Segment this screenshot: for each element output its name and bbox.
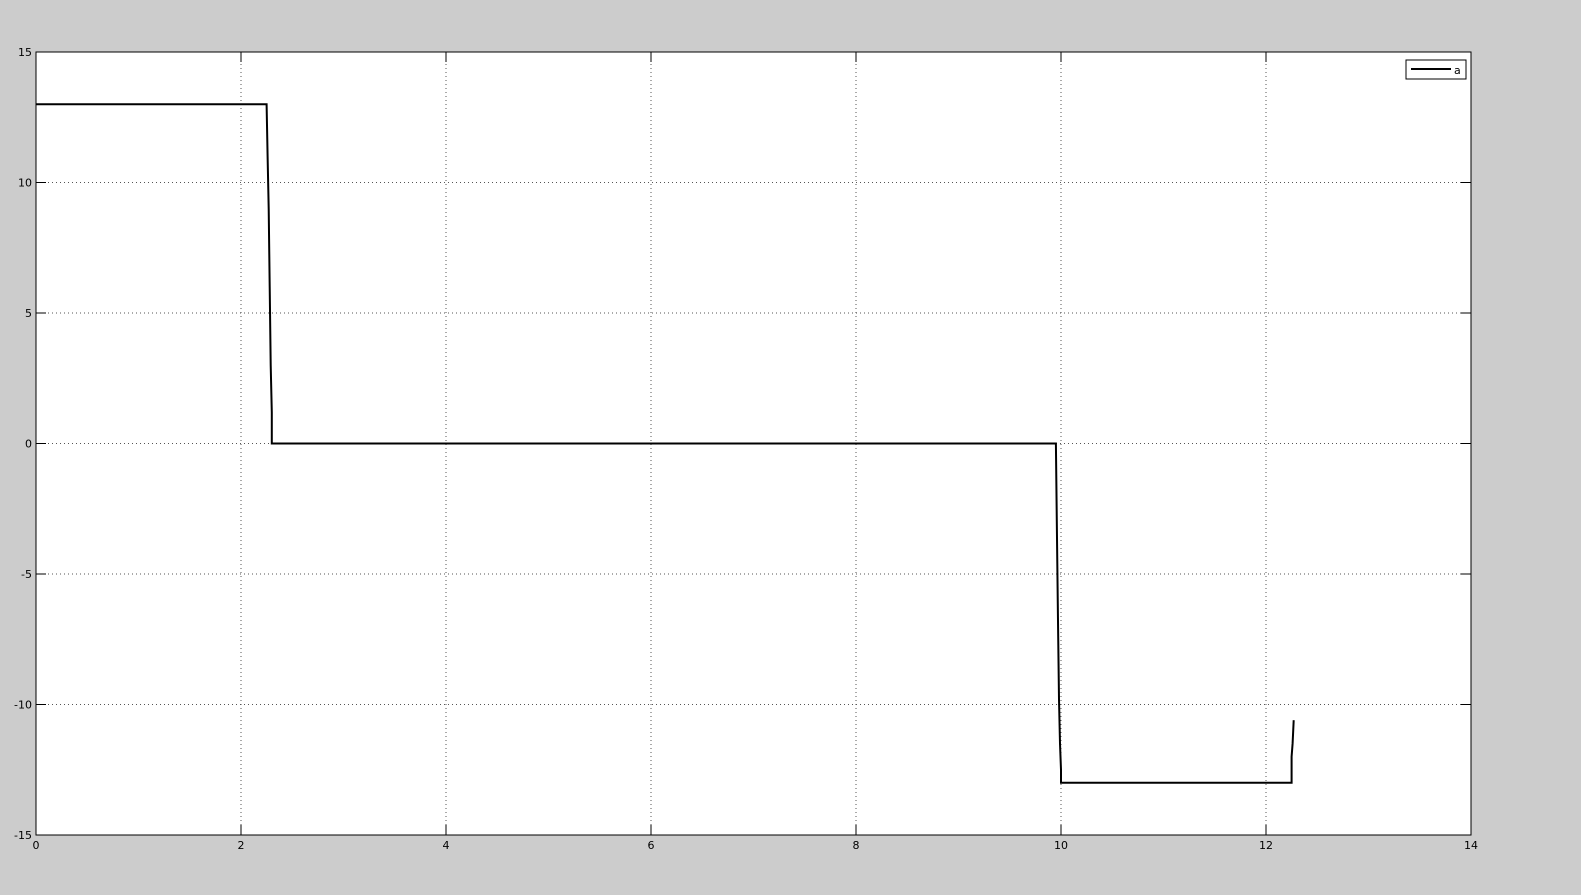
x-tick-label: 2 [238, 839, 245, 852]
x-tick-label: 8 [853, 839, 860, 852]
y-tick-label: 10 [18, 177, 32, 190]
x-tick-label: 10 [1054, 839, 1068, 852]
y-tick-label: -10 [14, 699, 32, 712]
x-tick-label: 4 [443, 839, 450, 852]
y-tick-label: -15 [14, 829, 32, 842]
x-tick-label: 6 [648, 839, 655, 852]
x-tick-label: 14 [1464, 839, 1478, 852]
y-tick-label: -5 [21, 568, 32, 581]
series-group [36, 103, 1295, 784]
y-tick-label: 15 [18, 46, 32, 59]
y-tick-label: 5 [25, 307, 32, 320]
legend-label: a [1454, 64, 1461, 77]
series-line-a [36, 103, 1295, 784]
x-tick-label: 0 [33, 839, 40, 852]
legend[interactable]: a [1405, 59, 1467, 80]
grid-lines [36, 52, 1471, 835]
axis-ticks: 0 2 4 6 8 10 12 14 -15 -10 -5 0 5 10 15 [14, 46, 1478, 852]
y-tick-label: 0 [25, 438, 32, 451]
x-tick-label: 12 [1259, 839, 1273, 852]
